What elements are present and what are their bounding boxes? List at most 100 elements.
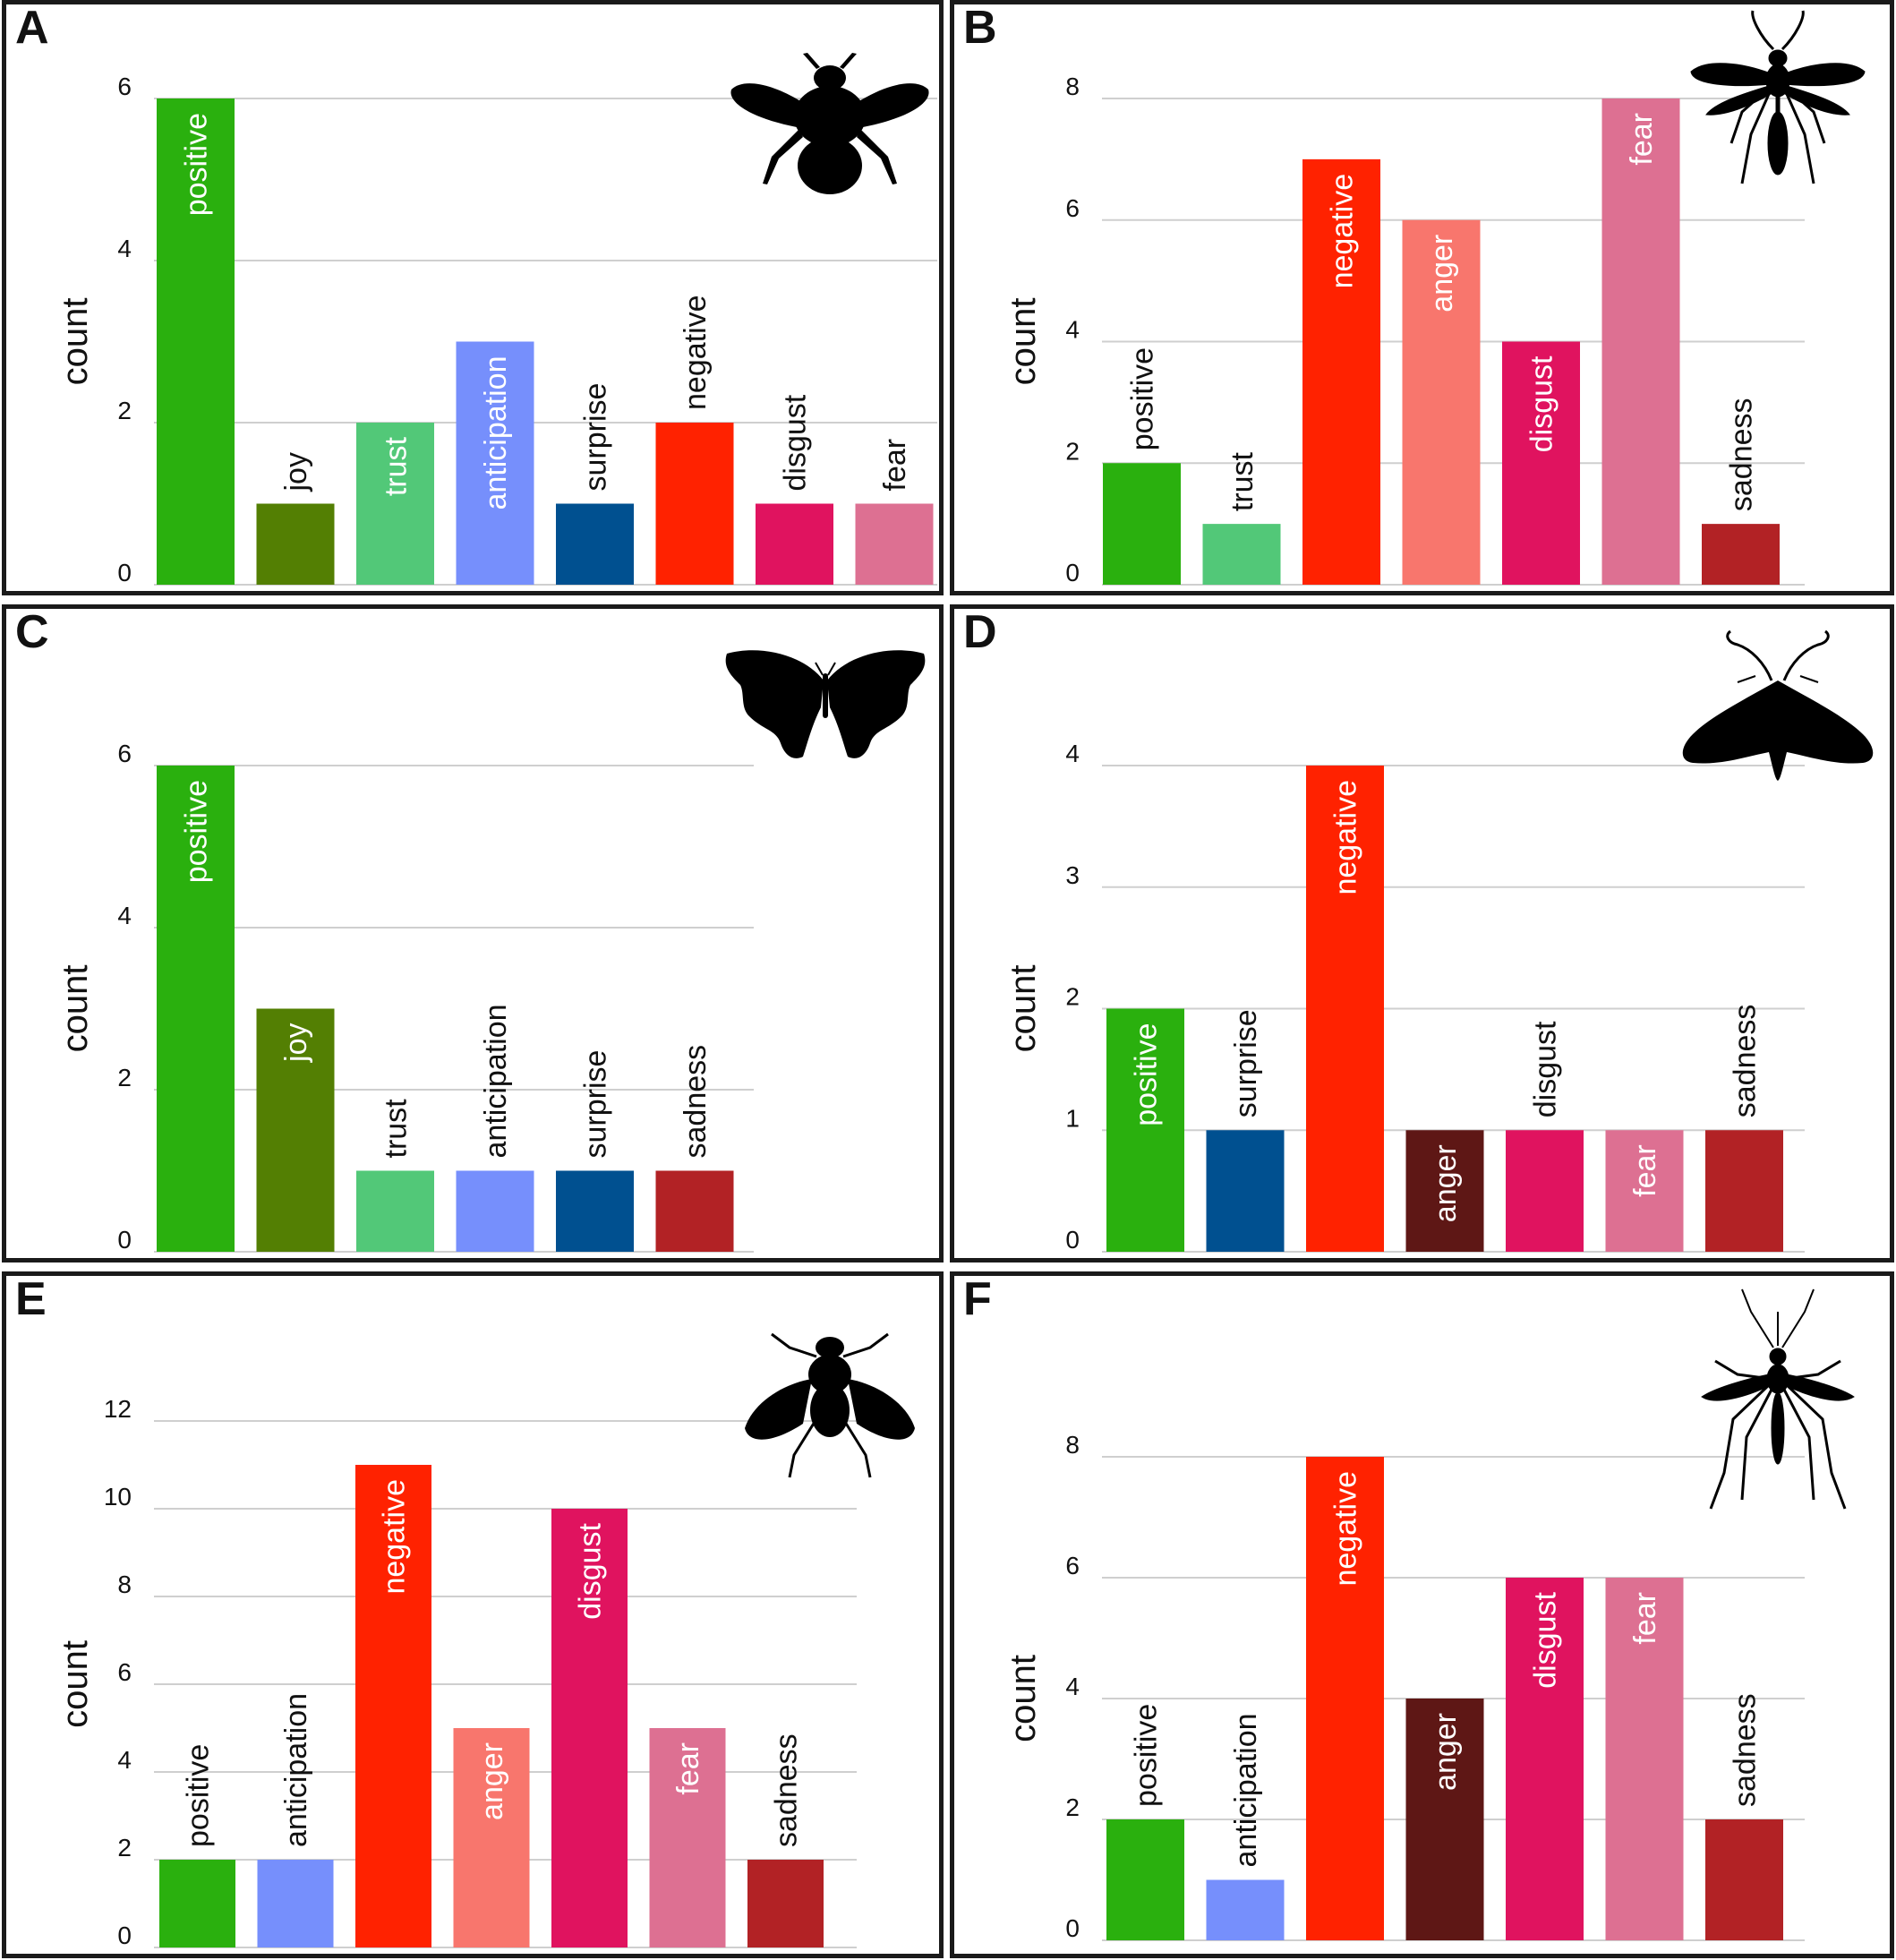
bar <box>1506 1130 1584 1252</box>
butterfly-icon <box>725 650 926 758</box>
bar-chart-b: 0 2 4 6 8 count positive trust negative anger disg… <box>1004 73 1805 586</box>
y-axis-label: count <box>1004 298 1043 386</box>
bar-label: anger <box>475 1742 509 1820</box>
y-tick-label: 8 <box>1065 1431 1080 1459</box>
bar-label: anger <box>1429 1144 1463 1222</box>
bar <box>1601 98 1680 585</box>
y-tick-label: 0 <box>1065 1226 1080 1254</box>
bar-label: disgust <box>778 394 812 491</box>
bar <box>1402 219 1481 585</box>
bar <box>1702 524 1780 585</box>
y-tick-label: 4 <box>117 1746 132 1774</box>
bar <box>453 1728 530 1947</box>
bar-label: negative <box>377 1479 411 1595</box>
bar <box>1502 341 1580 585</box>
bar-label: surprise <box>1229 1009 1263 1117</box>
bar <box>456 341 534 585</box>
bar <box>1405 1699 1484 1940</box>
y-tick-label: 2 <box>117 1834 132 1862</box>
bar <box>556 503 634 585</box>
bar <box>256 503 335 585</box>
y-tick-label: 4 <box>1065 1673 1080 1700</box>
panel-letter: F <box>963 1273 992 1325</box>
bumblebee-icon <box>730 53 929 194</box>
y-tick-label: 0 <box>1065 559 1080 586</box>
panel-a: A 0 2 4 6 count positive joy trust anticipation s… <box>2 0 944 595</box>
bar-chart-a: 0 2 4 6 count positive joy trust anticipation sur… <box>56 73 937 586</box>
bar <box>456 1170 534 1252</box>
bar-label: sadness <box>1728 1005 1762 1118</box>
panel-letter: D <box>963 606 997 658</box>
bar-label: fear <box>1628 1592 1662 1645</box>
panel-d: D 0 1 2 3 4 count positive surprise negative ange… <box>950 604 1894 1262</box>
y-tick-label: 0 <box>117 1921 132 1949</box>
y-tick-label: 6 <box>117 73 132 100</box>
bar-label: negative <box>1328 780 1362 895</box>
panel-letter: B <box>963 2 997 54</box>
y-axis-label: count <box>56 965 95 1053</box>
bar <box>1103 463 1181 585</box>
y-tick-label: 3 <box>1065 861 1080 889</box>
bar <box>1206 1130 1285 1252</box>
bar <box>1405 1130 1484 1252</box>
bar-label: positive <box>1129 1023 1163 1126</box>
y-tick-label: 4 <box>1065 316 1080 344</box>
bar-label: sadness <box>1728 1693 1762 1807</box>
bar <box>1106 1819 1184 1940</box>
bar-label: surprise <box>578 383 612 492</box>
y-tick-label: 6 <box>1065 1552 1080 1579</box>
y-axis-label: count <box>56 1640 95 1728</box>
y-tick-label: 10 <box>104 1483 132 1511</box>
bar <box>256 1008 335 1252</box>
panel-b: B 0 2 4 6 8 count positive trust negative anger di… <box>950 0 1894 595</box>
y-tick-label: 1 <box>1065 1104 1080 1132</box>
bar-label: negative <box>1328 1471 1362 1587</box>
y-tick-label: 6 <box>117 1658 132 1686</box>
bar-label: anger <box>1429 1713 1463 1791</box>
bar-label: disgust <box>573 1522 607 1619</box>
bar <box>655 1170 734 1252</box>
bar-label: fear <box>1625 113 1659 166</box>
bar-label: joy <box>279 452 313 492</box>
bar-label: positive <box>1129 1704 1163 1807</box>
bar <box>1202 524 1281 585</box>
bar-label: trust <box>379 1099 413 1159</box>
y-tick-label: 4 <box>117 902 132 929</box>
bar-label: anticipation <box>479 1004 513 1158</box>
y-tick-label: 4 <box>1065 740 1080 767</box>
y-tick-label: 2 <box>1065 1793 1080 1821</box>
bar <box>1605 1578 1684 1940</box>
bar <box>157 766 235 1252</box>
y-tick-label: 8 <box>1065 73 1080 100</box>
y-tick-label: 2 <box>117 1064 132 1091</box>
bar-label: positive <box>181 1744 215 1847</box>
y-tick-label: 0 <box>117 1226 132 1254</box>
y-tick-label: 6 <box>1065 194 1080 222</box>
bar <box>356 423 434 585</box>
bar-label: fear <box>1628 1144 1662 1197</box>
bar-label: positive <box>179 113 213 216</box>
bar-label: negative <box>679 295 713 410</box>
bar-label: surprise <box>578 1050 612 1159</box>
bar <box>1705 1819 1783 1940</box>
panel-f: F 0 2 4 6 8 count positive anticipation negative… <box>950 1271 1894 1958</box>
bar-label: anticipation <box>1229 1713 1263 1867</box>
bar <box>556 1170 634 1252</box>
panel-e: E 0 2 4 6 8 10 12 count positive anticipation nega… <box>2 1271 944 1958</box>
bar-label: anger <box>1425 235 1459 312</box>
bar-label: negative <box>1325 174 1359 289</box>
bar <box>855 503 934 585</box>
y-tick-label: 8 <box>117 1571 132 1598</box>
bar <box>1302 158 1380 585</box>
bar-label: fear <box>878 439 912 492</box>
bar-chart-e: 0 2 4 6 8 10 12 count positive anticipation negati… <box>56 1395 857 1949</box>
y-tick-label: 2 <box>1065 983 1080 1011</box>
y-tick-label: 12 <box>104 1395 132 1423</box>
bar <box>649 1728 726 1947</box>
fly-icon <box>745 1332 915 1478</box>
bar-label: anticipation <box>279 1693 313 1847</box>
bar-label: trust <box>379 436 413 496</box>
bar <box>159 1860 235 1947</box>
y-tick-label: 2 <box>1065 437 1080 465</box>
bar-label: trust <box>1226 451 1260 511</box>
